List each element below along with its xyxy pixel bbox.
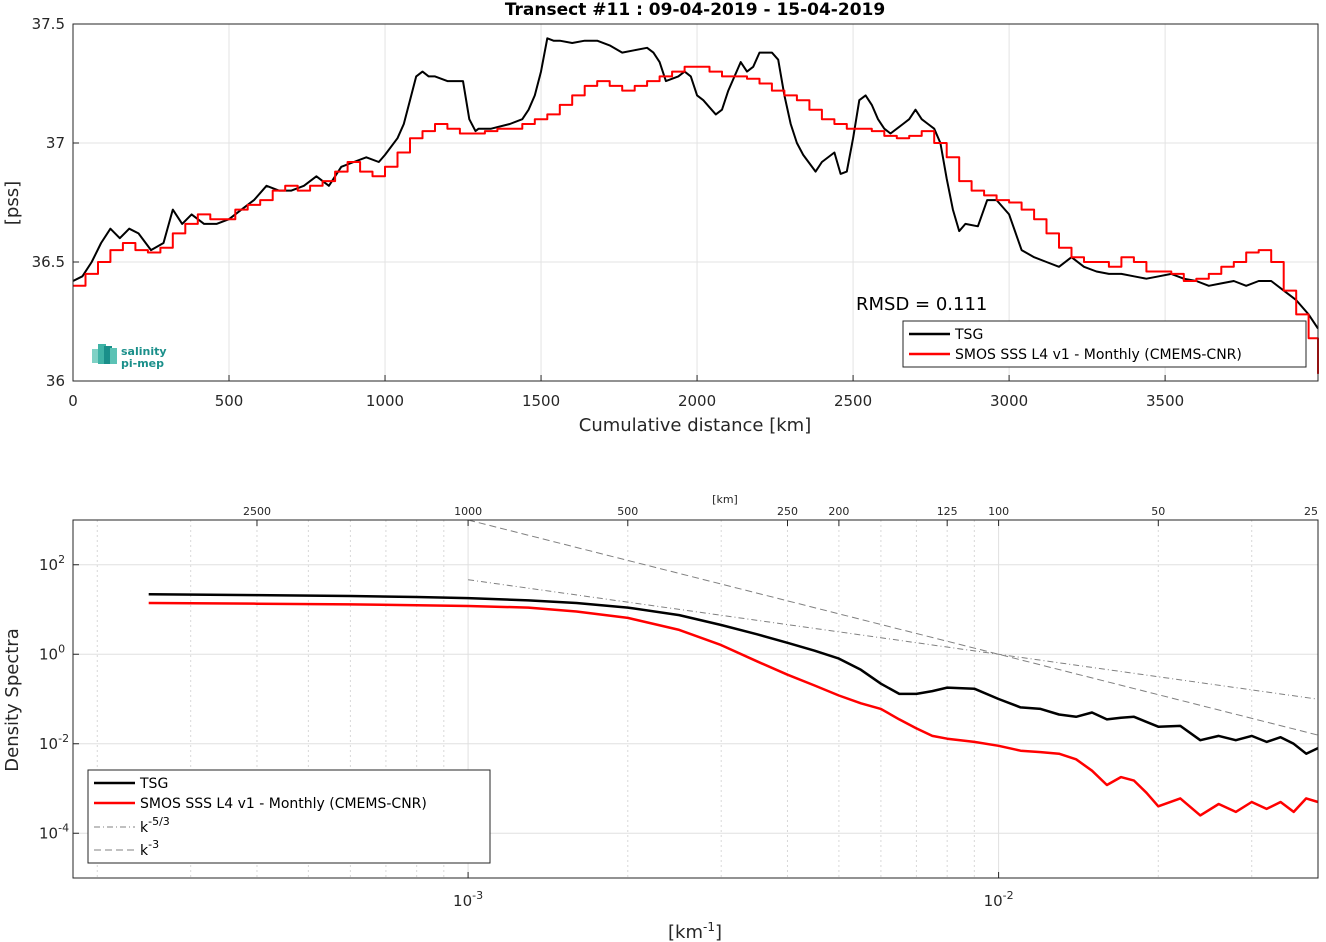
spectra-k3-line <box>467 519 1319 736</box>
spectra-x-tick-base: 10 <box>453 892 472 910</box>
spectra-legend-box <box>87 769 491 864</box>
transect-x-tick-label: 1500 <box>522 392 560 410</box>
spectra-tsg-line <box>148 592 1319 755</box>
logo-line1: salinity <box>121 345 167 358</box>
spectra-axes-box <box>72 519 1319 879</box>
transect-series <box>72 37 1319 374</box>
spectra-y-tick-base: 10 <box>39 645 58 663</box>
transect-x-axis-label: Cumulative distance [km] <box>579 415 811 436</box>
transect-tsg-line <box>72 37 1319 330</box>
transect-y-axis-label: [pss] <box>2 181 23 225</box>
salinity-pimep-logo: salinity pi-mep <box>92 344 167 370</box>
transect-smos-line <box>73 65 1319 374</box>
spectra-legend-smos-label: SMOS SSS L4 v1 - Monthly (CMEMS-CNR) <box>140 796 427 812</box>
spectra-legend-tsg-label: TSG <box>139 776 168 792</box>
legend-tsg-label: TSG <box>954 327 983 343</box>
spectra-smos-line <box>148 601 1319 817</box>
spectra-series <box>148 519 1319 817</box>
spectra-x-tick-base: 10 <box>984 892 1003 910</box>
transect-chart: 0 500 1000 1500 2000 2500 3000 3500 36 36.5 37 37.5… <box>2 0 1319 436</box>
spectra-top-tick-label: 25 <box>1304 505 1318 518</box>
transect-axes-box <box>72 23 1319 382</box>
transect-y-tick-label: 36.5 <box>32 253 65 271</box>
legend-smos-label: SMOS SSS L4 v1 - Monthly (CMEMS-CNR) <box>955 347 1242 363</box>
spectra-y-axis-label: Density Spectra <box>2 628 23 771</box>
spectra-y-tick-label: 100 <box>39 642 65 663</box>
spectra-legend: TSG SMOS SSS L4 v1 - Monthly (CMEMS-CNR)… <box>87 769 491 864</box>
transect-y-tick-label: 37 <box>46 134 65 152</box>
spectra-y-tick-label: 10-2 <box>39 732 69 753</box>
transect-ticks: 0 500 1000 1500 2000 2500 3000 3500 36 36.5 37 37.5 <box>32 15 1185 410</box>
spectra-top-tick-label: 1000 <box>454 505 482 518</box>
spectra-x-tick-label: 10-2 <box>984 889 1014 910</box>
spectra-top-tick-label: 125 <box>937 505 958 518</box>
spectra-x-tick-exp: -2 <box>1003 889 1014 902</box>
spectra-y-tick-base: 10 <box>39 735 58 753</box>
transect-x-tick-label: 3000 <box>990 392 1028 410</box>
spectra-top-tick-label: 100 <box>988 505 1009 518</box>
transect-x-tick-label: 0 <box>68 392 78 410</box>
logo-block-2 <box>98 344 106 364</box>
spectra-y-tick-label: 10-4 <box>39 821 69 842</box>
spectra-top-axis-label: [km] <box>712 493 738 506</box>
spectra-x-axis-label-sup: -1 <box>703 920 715 934</box>
transect-y-tick-label: 36 <box>46 372 65 390</box>
spectra-y-tick-exp: -2 <box>58 732 69 745</box>
k3-sup: -3 <box>148 838 159 851</box>
transect-x-tick-label: 2500 <box>834 392 872 410</box>
spectra-top-tick-label: 500 <box>617 505 638 518</box>
spectra-y-tick-exp: 2 <box>58 553 65 566</box>
spectra-top-tick-label: 200 <box>828 505 849 518</box>
spectra-x-tick-label: 10-3 <box>453 889 483 910</box>
transect-legend: TSG SMOS SSS L4 v1 - Monthly (CMEMS-CNR) <box>902 320 1307 368</box>
logo-block-1 <box>92 349 100 363</box>
spectra-y-tick-exp: 0 <box>58 642 65 655</box>
k53-base: k <box>140 820 149 836</box>
spectra-y-tick-base: 10 <box>39 556 58 574</box>
rmsd-annotation: RMSD = 0.111 <box>856 294 987 315</box>
transect-legend-box <box>902 320 1307 368</box>
transect-x-tick-label: 500 <box>215 392 244 410</box>
spectra-top-tick-label: 50 <box>1151 505 1165 518</box>
transect-x-tick-label: 2000 <box>678 392 716 410</box>
logo-line2: pi-mep <box>121 357 164 370</box>
spectra-legend-k3-label: k-3 <box>140 838 159 859</box>
transect-title: Transect #11 : 09-04-2019 - 15-04-2019 <box>505 0 885 20</box>
spectra-x-tick-exp: -3 <box>472 889 483 902</box>
transect-x-tick-label: 1000 <box>366 392 404 410</box>
spectra-y-tick-label: 102 <box>39 553 65 574</box>
spectra-x-axis-label: [km-1] <box>668 920 722 942</box>
spectra-y-tick-exp: -4 <box>58 821 69 834</box>
spectra-top-tick-label: 2500 <box>243 505 271 518</box>
transect-x-tick-label: 3500 <box>1146 392 1184 410</box>
spectra-x-axis-label-base: [km <box>668 922 703 942</box>
transect-y-tick-label: 37.5 <box>32 15 65 33</box>
logo-block-4 <box>110 348 117 364</box>
logo-block-3 <box>104 346 112 364</box>
spectra-top-tick-label: 250 <box>777 505 798 518</box>
spectra-legend-k53-label: k-5/3 <box>140 815 170 836</box>
spectra-k53-line <box>468 579 1319 700</box>
k3-base: k <box>140 843 149 859</box>
spectra-x-axis-label-end: ] <box>715 922 722 942</box>
k53-sup: -5/3 <box>148 815 170 828</box>
spectra-y-tick-base: 10 <box>39 824 58 842</box>
